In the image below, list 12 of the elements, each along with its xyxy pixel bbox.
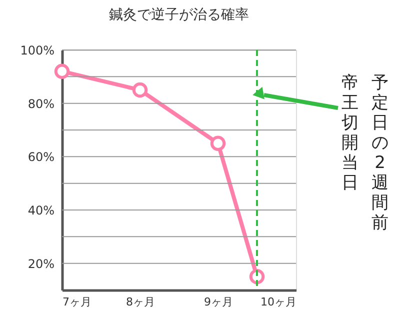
y-tick-label: 60% (28, 150, 54, 164)
x-tick-label: 7ヶ月 (62, 296, 92, 308)
x-tick-label: 8ヶ月 (126, 296, 155, 308)
y-tick-label: 100% (20, 44, 54, 58)
x-tick-label: 10ヶ月 (260, 296, 296, 308)
x-tick-label: 9ヶ月 (204, 296, 233, 308)
text: 帝王切開当日 (342, 73, 358, 193)
chart-title: 鍼灸で逆子が治る確率 (109, 7, 249, 23)
y-tick-label: 80% (28, 96, 54, 111)
y-tick-label: 40% (28, 204, 54, 218)
text: 予定日の2週間前 (372, 73, 388, 233)
y-tick-label: 20% (28, 256, 54, 271)
